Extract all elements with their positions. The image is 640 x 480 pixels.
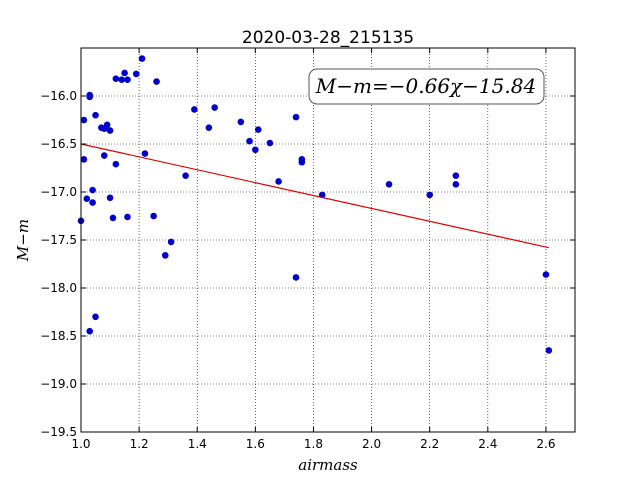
data-point: [246, 137, 253, 145]
data-point: [153, 78, 160, 85]
x-tick-label: 2.2: [420, 437, 439, 451]
data-point: [89, 199, 96, 206]
data-point: [124, 213, 131, 221]
data-point: [205, 124, 213, 131]
data-point: [112, 160, 120, 168]
data-point: [545, 347, 553, 354]
y-tick-label: −19.0: [40, 377, 77, 391]
equation-annotation: M−m=−0.66χ−15.84: [308, 68, 545, 105]
data-point: [141, 150, 149, 157]
data-point: [106, 194, 114, 202]
data-point: [237, 118, 245, 126]
x-tick-label: 1.6: [246, 437, 265, 451]
data-point: [182, 172, 189, 179]
data-point: [124, 76, 131, 83]
data-point: [109, 214, 117, 222]
y-tick-label: −19.5: [40, 425, 77, 439]
y-tick-label: −17.5: [40, 233, 77, 247]
y-tick-label: −18.5: [40, 329, 77, 343]
x-tick-label: 2.0: [362, 437, 381, 451]
x-tick-label: 1.2: [130, 437, 149, 451]
x-axis-label: airmass: [298, 456, 358, 474]
data-point: [150, 212, 157, 220]
data-point: [103, 121, 111, 129]
data-point: [426, 191, 434, 199]
data-point: [132, 70, 140, 78]
data-point: [275, 178, 282, 185]
data-point: [298, 158, 306, 166]
annotation-box: [308, 68, 545, 105]
data-point: [80, 156, 88, 163]
data-point: [385, 181, 393, 188]
data-point: [100, 152, 108, 159]
data-point: [266, 139, 274, 147]
data-point: [92, 313, 99, 321]
data-point: [452, 181, 460, 188]
data-point: [254, 126, 262, 133]
data-series: [77, 55, 553, 354]
fit-line: [80, 143, 549, 249]
y-tick-label: −17.0: [40, 185, 77, 199]
axis-ticks: 1.0 1.2 1.4 1.6 1.8 2.0 2.2 2.4 2.6 −16.0 −16.5 −17…: [40, 48, 575, 451]
data-point: [83, 195, 91, 203]
x-tick-label: 2.4: [478, 437, 497, 451]
y-axis-label: M−m: [14, 219, 32, 262]
data-point: [211, 104, 218, 111]
x-tick-label: 1.8: [304, 437, 323, 451]
x-tick-label: 1.4: [188, 437, 207, 451]
chart-title: 2020-03-28_215135: [242, 28, 414, 48]
data-point: [161, 252, 169, 259]
data-point: [118, 76, 125, 83]
data-point: [138, 55, 146, 62]
data-point: [252, 146, 259, 154]
annotation-text: M−m=−0.66χ−15.84: [315, 74, 536, 98]
y-tick-label: −16.0: [40, 89, 77, 103]
data-point: [80, 116, 88, 124]
x-tick-label: 2.6: [536, 437, 555, 451]
data-point: [167, 238, 175, 246]
data-point: [112, 75, 120, 83]
data-point: [452, 172, 460, 179]
y-tick-label: −16.5: [40, 137, 77, 151]
data-point: [542, 271, 550, 278]
data-point: [92, 111, 99, 119]
data-point: [106, 127, 114, 134]
x-tick-label: 1.0: [71, 437, 90, 451]
data-point: [86, 93, 94, 101]
data-point: [121, 69, 128, 77]
y-tick-label: −18.0: [40, 281, 77, 295]
data-point: [292, 113, 300, 121]
data-point: [191, 106, 198, 113]
data-point: [86, 327, 94, 335]
data-point: [89, 186, 96, 194]
data-point: [292, 274, 300, 281]
